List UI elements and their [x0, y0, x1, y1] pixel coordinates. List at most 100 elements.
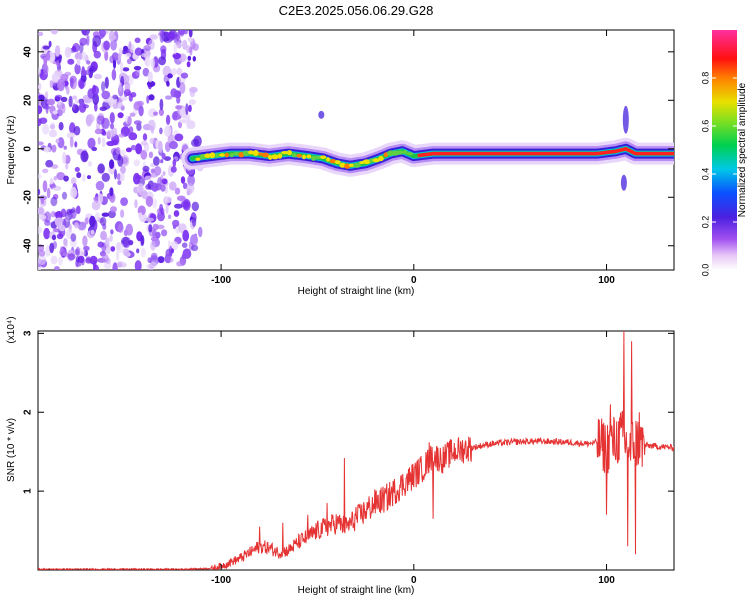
- noise-blob: [147, 119, 156, 132]
- snr-series-group: [38, 331, 674, 570]
- ridge-core-blob: [219, 153, 226, 157]
- noise-blob: [86, 34, 90, 46]
- noise-blob: [136, 122, 142, 132]
- ridge-core-blob: [402, 149, 408, 155]
- noise-blob: [158, 56, 167, 66]
- noise-blob: [186, 183, 195, 194]
- noise-blob: [101, 172, 111, 182]
- colorbar: 0.0 0.2 0.4 0.6 0.8 Normalized spectral ampl…: [700, 30, 748, 276]
- noise-blob: [152, 229, 157, 239]
- noise-blob: [42, 123, 49, 135]
- chart-title: C2E3.2025.056.06.29.G28: [279, 3, 434, 18]
- ridge-core-blob: [195, 157, 201, 161]
- noise-blob: [111, 139, 118, 146]
- noise-blob: [38, 188, 41, 196]
- noise-blob: [150, 58, 155, 69]
- noise-blob: [67, 58, 75, 65]
- noise-blob: [191, 201, 199, 212]
- noise-blob: [56, 233, 64, 240]
- noise-blob: [74, 167, 80, 172]
- noise-blob: [157, 177, 163, 187]
- noise-blob: [185, 103, 189, 116]
- ridge-core-blob: [209, 152, 216, 159]
- noise-blob: [93, 73, 102, 80]
- noise-blob: [105, 30, 109, 35]
- noise-blob: [148, 224, 153, 233]
- noise-blob: [116, 262, 123, 268]
- noise-blob: [136, 100, 144, 107]
- noise-blob: [38, 105, 43, 115]
- noise-blob: [49, 124, 56, 130]
- noise-blob: [133, 159, 140, 167]
- noise-blob: [43, 64, 49, 75]
- noise-blob: [81, 30, 90, 36]
- noise-blob: [106, 129, 115, 139]
- colorbar-tick-label: 0.4: [700, 168, 710, 181]
- spectrogram-xtick-label: 100: [598, 275, 615, 286]
- ridge-core-blob: [306, 154, 312, 159]
- noise-blob: [150, 240, 156, 251]
- noise-blob: [44, 220, 51, 226]
- noise-blob: [161, 178, 168, 185]
- noise-blob: [58, 224, 66, 232]
- noise-blob: [104, 50, 109, 61]
- noise-blob: [124, 91, 128, 98]
- spectrogram-xlabel: Height of straight line (km): [298, 286, 415, 297]
- snr-ytick-label: 3: [23, 330, 34, 336]
- noise-blob: [65, 215, 70, 223]
- noise-blob: [136, 248, 140, 254]
- noise-blob: [138, 191, 147, 196]
- noise-blob: [38, 254, 47, 266]
- noise-blob: [101, 81, 106, 92]
- noise-blob: [110, 39, 117, 51]
- noise-blob: [109, 112, 115, 124]
- noise-blob: [46, 187, 51, 199]
- noise-blob: [159, 98, 164, 111]
- noise-blob: [172, 52, 182, 60]
- noise-blob: [122, 67, 130, 72]
- noise-blob: [81, 250, 86, 256]
- noise-blob: [165, 114, 171, 125]
- noise-blob: [38, 67, 42, 75]
- noise-blob: [79, 42, 84, 54]
- noise-blob: [172, 158, 177, 168]
- noise-blob: [51, 73, 58, 82]
- noise-blob: [170, 248, 174, 254]
- noise-blob: [112, 262, 118, 270]
- ridge-core-blob: [281, 151, 289, 155]
- noise-blob: [70, 233, 77, 242]
- spectrogram-xtick-label: -100: [211, 275, 231, 286]
- noise-blob: [134, 37, 141, 44]
- ridge-core-blob: [204, 153, 212, 158]
- noise-blob: [111, 35, 117, 40]
- noise-blob: [114, 169, 117, 180]
- noise-blob: [117, 52, 122, 62]
- noise-blob: [166, 80, 170, 87]
- noise-blob: [50, 30, 58, 35]
- noise-blob: [89, 215, 96, 228]
- noise-blob: [117, 112, 124, 119]
- noise-blob: [40, 196, 45, 205]
- noise-blob: [136, 183, 145, 195]
- noise-blob: [101, 212, 110, 217]
- noise-blob: [54, 45, 61, 57]
- noise-blob: [117, 223, 124, 234]
- noise-blob: [142, 133, 148, 141]
- noise-blob: [189, 89, 196, 98]
- noise-blob: [55, 138, 60, 144]
- noise-blob: [140, 149, 148, 160]
- noise-blob: [64, 71, 72, 76]
- noise-blob: [81, 51, 87, 61]
- noise-blob: [70, 177, 77, 185]
- noise-blob: [115, 250, 120, 261]
- noise-blob: [121, 154, 130, 167]
- ridge-core-blob: [238, 152, 245, 158]
- noise-blob: [168, 214, 172, 219]
- noise-blob: [77, 221, 87, 231]
- noise-blob: [176, 67, 183, 76]
- noise-blob: [186, 61, 191, 68]
- noise-blob: [162, 171, 166, 176]
- noise-blob: [85, 257, 92, 264]
- noise-blob: [86, 113, 95, 124]
- snr-line: [38, 331, 674, 570]
